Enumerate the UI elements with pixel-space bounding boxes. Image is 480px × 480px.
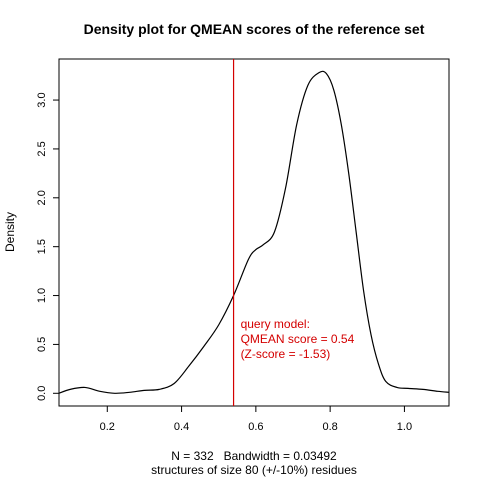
annotation-line: (Z-score = -1.53) [241, 347, 331, 361]
query-model-annotation: query model:QMEAN score = 0.54(Z-score =… [241, 317, 355, 361]
x-tick-label: 0.6 [248, 421, 263, 433]
x-tick-label: 0.4 [174, 421, 189, 433]
y-tick-label: 3.0 [36, 92, 48, 107]
chart-title: Density plot for QMEAN scores of the ref… [84, 21, 425, 37]
annotation-line: QMEAN score = 0.54 [241, 332, 355, 346]
y-tick-label: 0.0 [36, 386, 48, 401]
x-axis: 0.2 0.4 0.6 0.8 1.0 [100, 406, 412, 433]
x-axis-sublabel: structures of size 80 (+/-10%) residues [151, 463, 357, 477]
density-curve [58, 70, 450, 394]
y-tick-label: 1.5 [36, 239, 48, 254]
y-tick-label: 0.5 [36, 337, 48, 352]
y-axis: 0.0 0.5 1.0 1.5 2.0 2.5 3.0 [36, 92, 59, 401]
x-tick-label: 0.2 [100, 421, 115, 433]
annotation-line: query model: [241, 317, 310, 331]
y-axis-label: Density [3, 212, 17, 252]
x-axis-label: N = 332 Bandwidth = 0.03492 [171, 449, 337, 463]
x-tick-label: 1.0 [397, 421, 412, 433]
x-tick-label: 0.8 [322, 421, 337, 433]
y-tick-label: 1.0 [36, 288, 48, 303]
y-tick-label: 2.0 [36, 190, 48, 205]
y-tick-label: 2.5 [36, 141, 48, 156]
plot-area-frame [58, 58, 450, 407]
